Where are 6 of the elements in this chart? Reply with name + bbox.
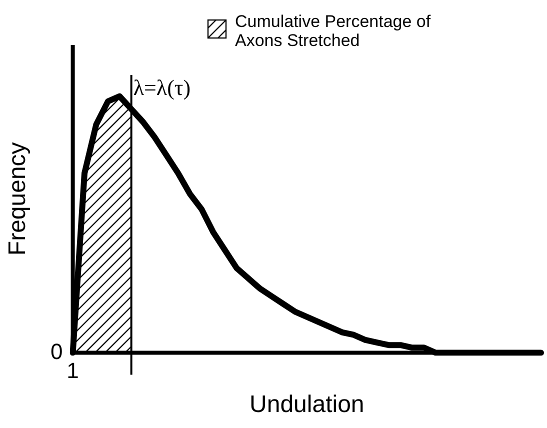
x-axis-title: Undulation bbox=[250, 391, 364, 418]
text: 0 bbox=[50, 338, 63, 364]
annotation: λ=λ(τ) bbox=[133, 75, 191, 100]
text: 1 bbox=[66, 358, 79, 383]
text: Cumulative Percentage of Axons Stretched bbox=[235, 12, 432, 50]
y-axis-title: Frequency bbox=[4, 142, 32, 256]
